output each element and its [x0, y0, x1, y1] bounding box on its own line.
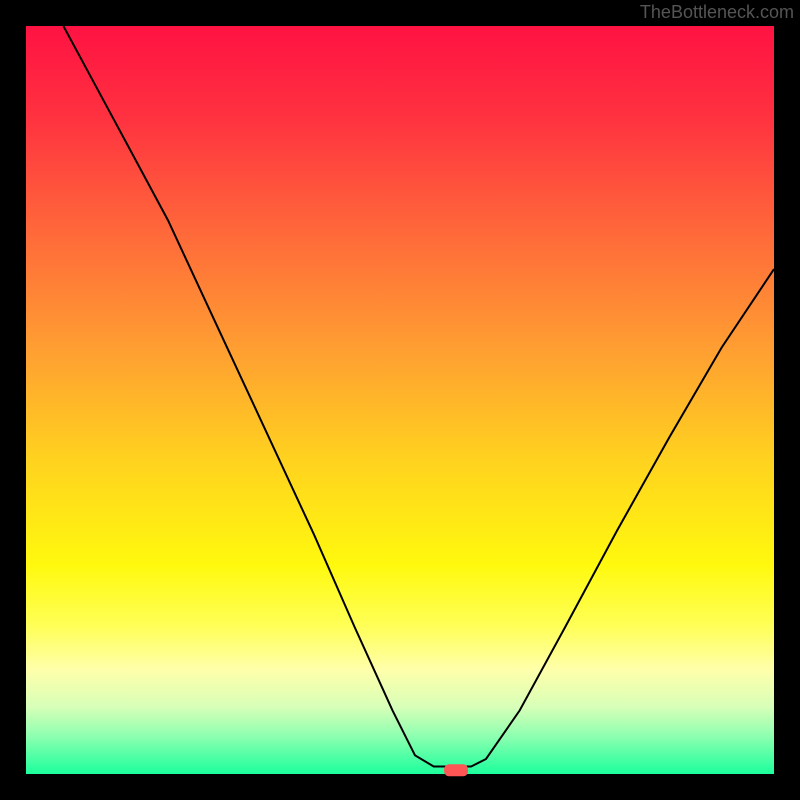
figure-frame: TheBottleneck.com [0, 0, 800, 800]
optimal-point-marker [444, 764, 468, 776]
bottleneck-curve-plot [0, 0, 800, 800]
watermark-text: TheBottleneck.com [640, 2, 794, 23]
plot-background-gradient [26, 26, 774, 774]
